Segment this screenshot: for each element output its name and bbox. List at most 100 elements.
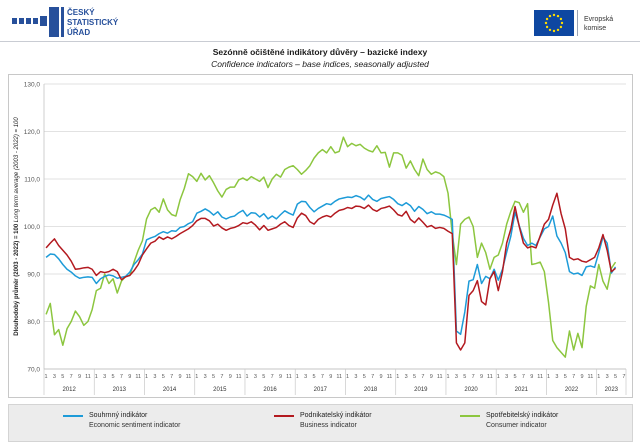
x-month-tick-label: 1 <box>296 374 299 380</box>
x-month-tick-label: 3 <box>505 374 508 380</box>
x-month-tick-label: 7 <box>421 374 424 380</box>
csu-logo-line-1: ČESKÝ <box>67 8 95 17</box>
x-year-label: 2016 <box>263 387 277 393</box>
header-divider <box>0 41 640 42</box>
chart-subtitle: Confidence indicators – base indices, se… <box>211 59 429 69</box>
x-month-tick-label: 3 <box>103 374 106 380</box>
x-month-tick-label: 9 <box>128 374 131 380</box>
csu-logo-emblem <box>12 7 64 37</box>
x-month-tick-label: 11 <box>487 374 493 380</box>
x-month-tick-label: 9 <box>229 374 232 380</box>
y-axis-title-en: Long term average (2003 - 2022) = 100 <box>14 117 20 223</box>
x-month-tick-label: 9 <box>329 374 332 380</box>
x-year-label: 2014 <box>163 387 177 393</box>
x-month-tick-label: 7 <box>522 374 525 380</box>
y-tick-label: 110,0 <box>24 177 40 184</box>
legend-label-cz: Souhrnný indikátor <box>89 412 148 419</box>
x-month-tick-label: 3 <box>153 374 156 380</box>
x-month-tick-label: 9 <box>430 374 433 380</box>
chart-frame: 70,0 80,0 90,0 100,0 110,0 120,0 130,0 Dlouhodo… <box>8 74 633 398</box>
csu-logo: ČESKÝ STATISTICKÝ ÚŘAD <box>12 7 119 37</box>
x-month-tick-label: 3 <box>555 374 558 380</box>
series-line-consumer <box>45 136 617 358</box>
y-tick-label: 120,0 <box>24 129 41 136</box>
x-month-tick-label: 9 <box>581 374 584 380</box>
x-month-tick-label: 7 <box>170 374 173 380</box>
x-month-tick-label: 3 <box>455 374 458 380</box>
eu-logo-line-1: Evropská <box>584 16 613 23</box>
x-month-tick-label: 7 <box>572 374 575 380</box>
x-year-label: 2012 <box>62 387 76 393</box>
x-month-tick-label: 3 <box>606 374 609 380</box>
x-month-tick-label: 11 <box>537 374 543 380</box>
x-month-tick-label: 11 <box>135 374 141 380</box>
x-year-label: 2013 <box>113 387 127 393</box>
legend-swatch-consumer <box>460 415 480 417</box>
eu-star <box>552 29 556 33</box>
x-month-tick-label: 1 <box>45 374 48 380</box>
eu-flag-stars <box>544 13 564 33</box>
x-month-tick-label: 5 <box>262 374 265 380</box>
y-tick-label: 130,0 <box>24 82 41 89</box>
csu-logo-line-3: ÚŘAD <box>67 28 90 37</box>
x-month-tick-label: 11 <box>437 374 443 380</box>
x-month-tick-label: 1 <box>195 374 198 380</box>
x-month-tick-label: 9 <box>179 374 182 380</box>
x-month-tick-label: 5 <box>614 374 617 380</box>
x-month-tick-label: 3 <box>204 374 207 380</box>
x-month-tick-label: 1 <box>547 374 550 380</box>
x-month-tick-label: 7 <box>321 374 324 380</box>
y-tick-label: 100,0 <box>24 224 41 231</box>
x-year-label: 2019 <box>414 387 428 393</box>
x-month-tick-label: 7 <box>220 374 223 380</box>
eu-star <box>560 21 564 25</box>
eu-star <box>544 21 548 25</box>
legend-item-consumer: Spotřebitelský indikátor Consumer indica… <box>460 411 558 431</box>
x-month-tick-label: 3 <box>304 374 307 380</box>
x-month-tick-label: 1 <box>447 374 450 380</box>
y-axis-title: Dlouhodobý průměr (2003 - 2022) = 100 Lo… <box>13 117 20 336</box>
x-year-label: 2022 <box>565 387 579 393</box>
x-month-tick-label: 5 <box>313 374 316 380</box>
legend-item-business: Podnikatelský indikátor Business indicat… <box>274 411 372 431</box>
x-month-tick-label: 1 <box>396 374 399 380</box>
x-month-tick-label: 1 <box>145 374 148 380</box>
header: ČESKÝ STATISTICKÝ ÚŘAD Evropská komise <box>0 0 640 42</box>
x-month-tick-label: 9 <box>480 374 483 380</box>
x-year-label: 2017 <box>314 387 328 393</box>
chart-legend: Souhrnný indikátor Economic sentiment in… <box>8 404 633 442</box>
x-year-label: 2021 <box>515 387 529 393</box>
eu-star <box>548 28 552 32</box>
x-month-tick-label: 9 <box>530 374 533 380</box>
series-line-business <box>45 192 616 351</box>
x-year-label: 2020 <box>464 387 478 393</box>
legend-label-en: Economic sentiment indicator <box>89 422 181 429</box>
x-month-tick-label: 5 <box>564 374 567 380</box>
x-month-tick-label: 7 <box>120 374 123 380</box>
x-month-tick-label: 11 <box>85 374 91 380</box>
eu-star <box>556 14 560 18</box>
legend-swatch-business <box>274 415 294 417</box>
x-month-tick-label: 5 <box>212 374 215 380</box>
x-month-tick-label: 11 <box>236 374 242 380</box>
legend-label-en: Business indicator <box>300 422 357 429</box>
x-year-label: 2023 <box>605 387 619 393</box>
x-month-tick-label: 7 <box>371 374 374 380</box>
chart-title: Sezónně očištěné indikátory důvěry – baz… <box>212 47 428 57</box>
x-month-tick-label: 5 <box>514 374 517 380</box>
eu-star <box>559 17 563 21</box>
x-month-tick-label: 7 <box>271 374 274 380</box>
legend-item-economic: Souhrnný indikátor Economic sentiment in… <box>63 411 181 431</box>
x-month-tick-label: 5 <box>413 374 416 380</box>
y-tick-label: 90,0 <box>27 272 40 279</box>
x-month-tick-label: 1 <box>95 374 98 380</box>
x-month-tick-label: 11 <box>286 374 292 380</box>
line-chart: 70,0 80,0 90,0 100,0 110,0 120,0 130,0 Dlouhodo… <box>13 82 627 395</box>
x-month-tick-label: 9 <box>78 374 81 380</box>
y-tick-label: 70,0 <box>27 367 40 374</box>
x-month-tick-label: 9 <box>279 374 282 380</box>
x-month-tick-label: 9 <box>380 374 383 380</box>
eu-star <box>556 28 560 32</box>
y-axis-title-cz: Dlouhodobý průměr (2003 - 2022) = 100 <box>13 222 20 336</box>
x-month-tick-label: 5 <box>463 374 466 380</box>
